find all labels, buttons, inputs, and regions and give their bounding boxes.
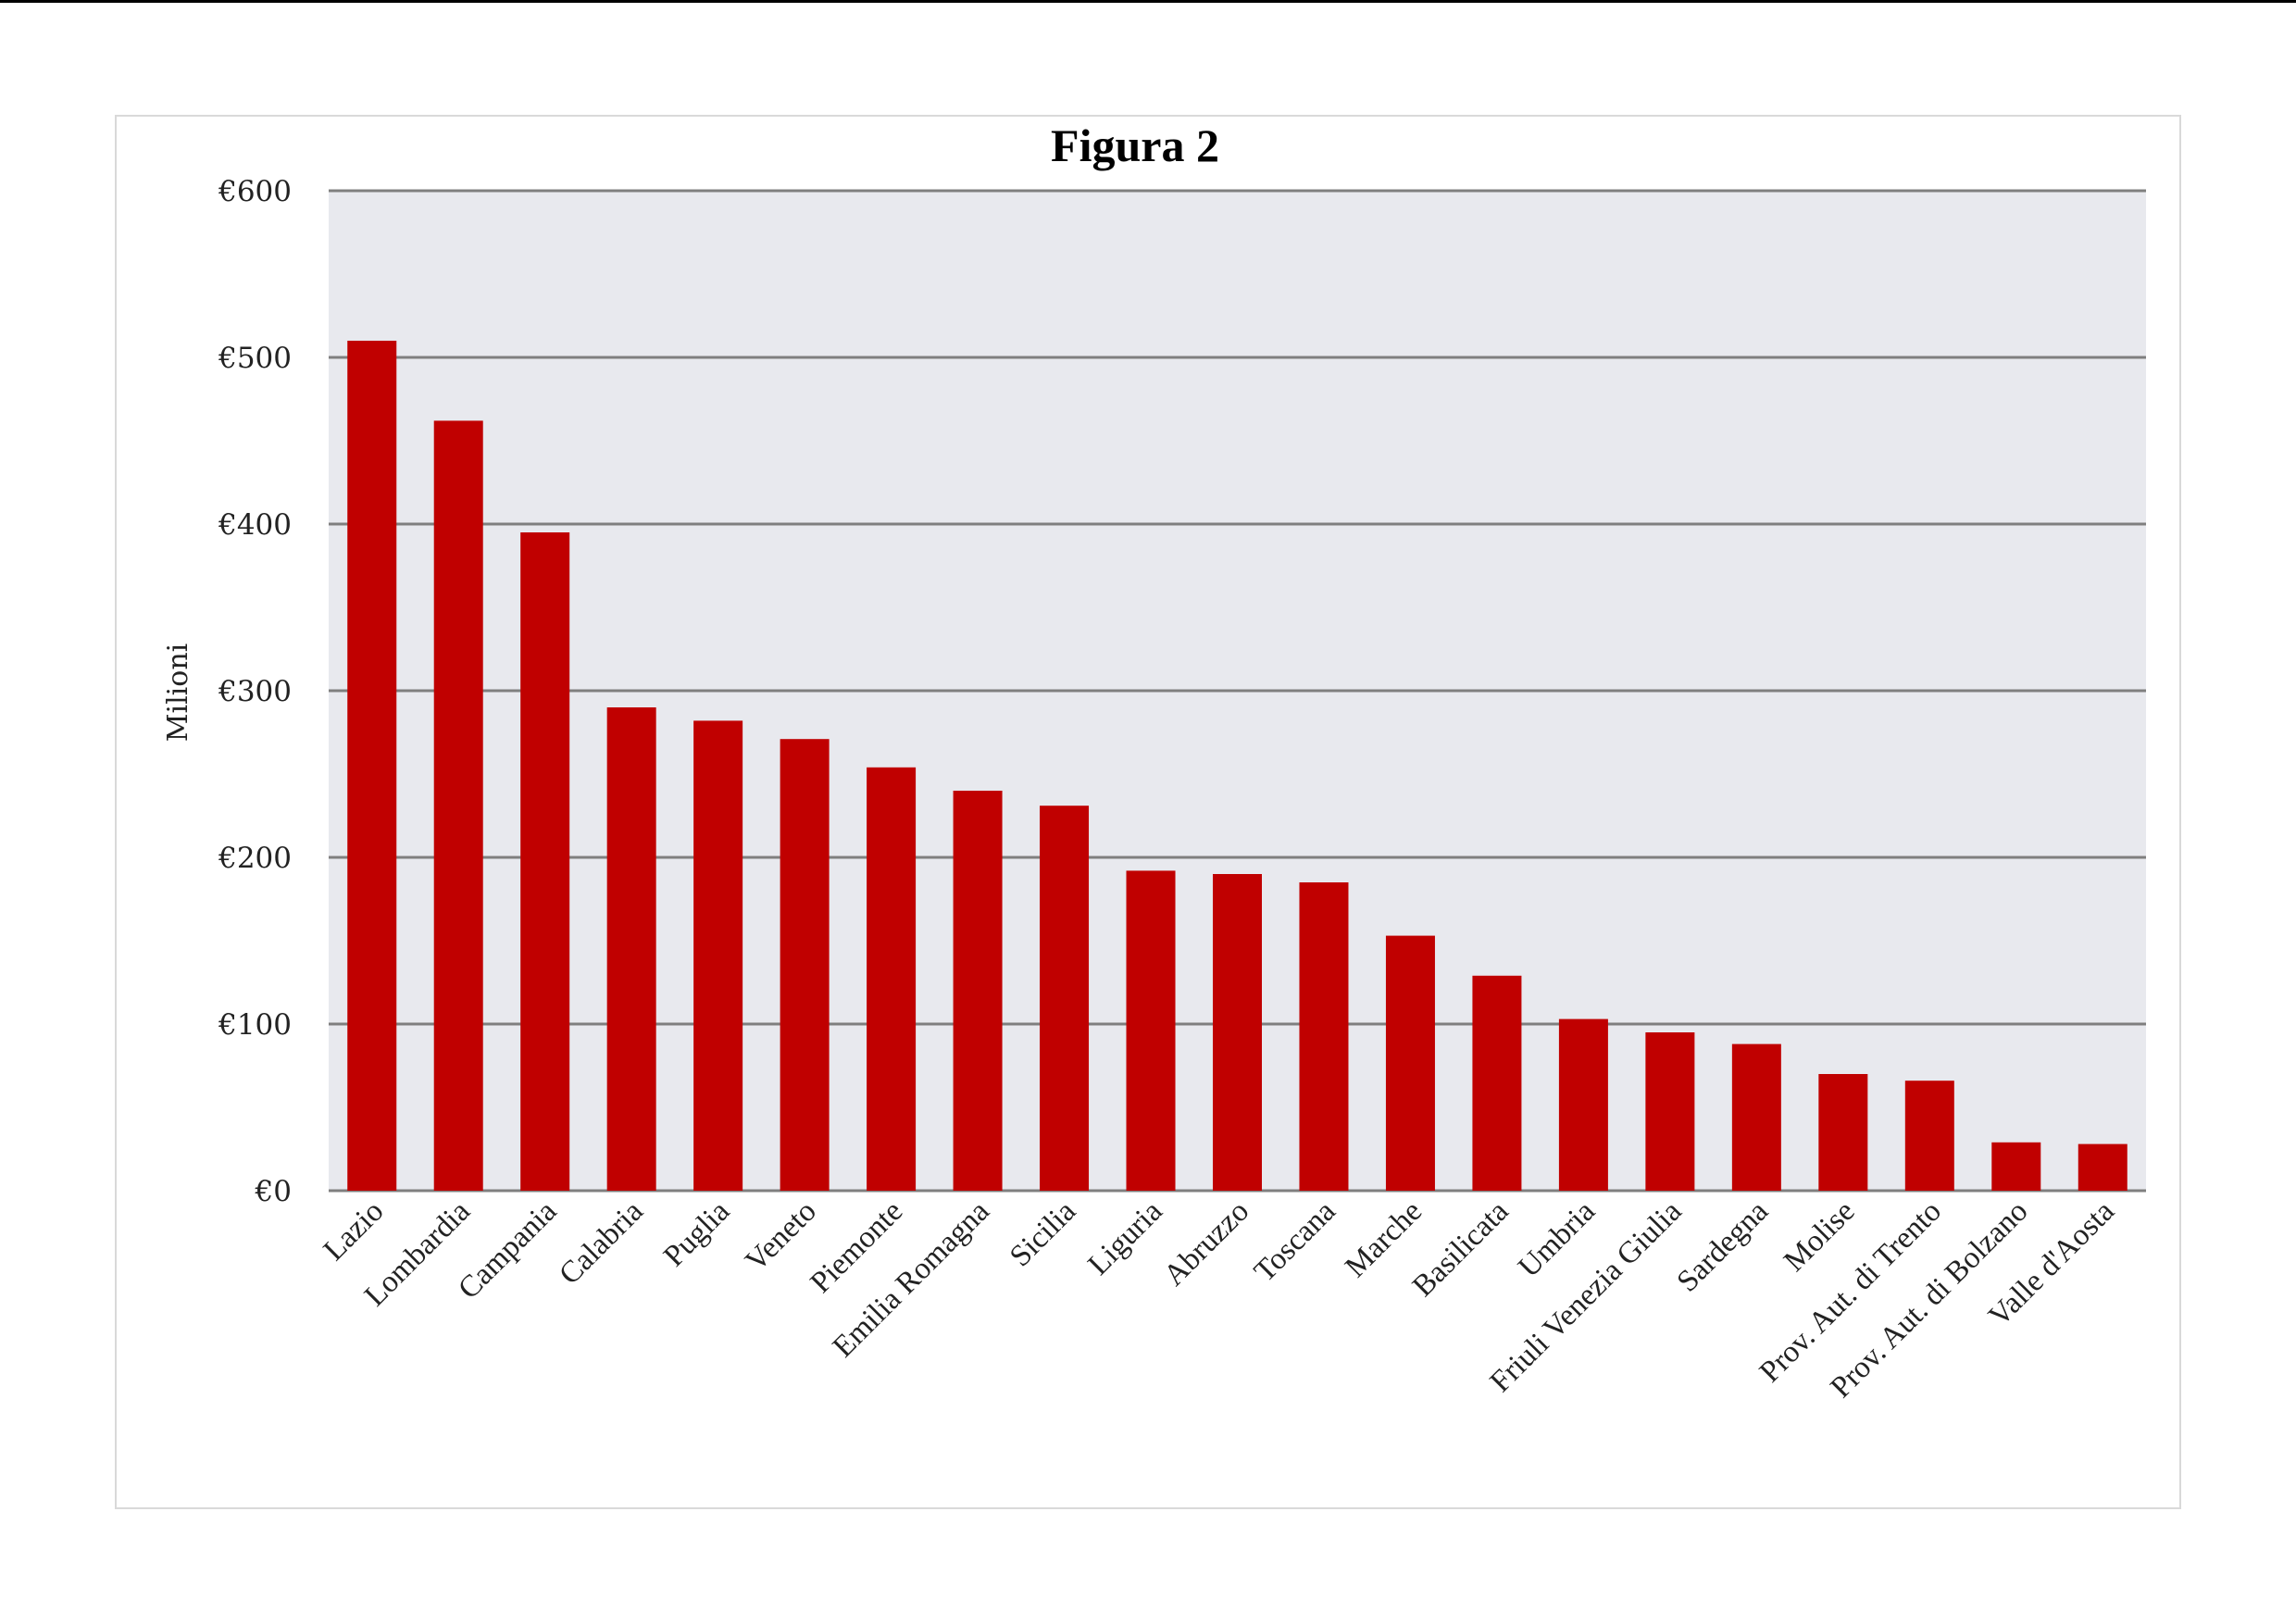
bar-chart: €0 €100 €200 €300 €400 €500 €600 LazioLombardi… (162, 119, 2146, 1405)
y-tick-label: €400 (218, 508, 292, 542)
bar (1040, 806, 1090, 1191)
x-category-label: Emilia Romagna (827, 1194, 996, 1364)
bar (1385, 935, 1435, 1191)
x-category-label: Calabria (553, 1194, 650, 1292)
bar (1213, 874, 1262, 1191)
bar (1126, 870, 1176, 1191)
bar (1731, 1043, 1781, 1191)
bar (693, 720, 743, 1191)
x-category-label: Abruzzo (1157, 1194, 1255, 1293)
y-tick-label: €0 (255, 1175, 292, 1208)
x-category-label: Basilicata (1406, 1194, 1516, 1304)
x-category-label: Sicilia (1004, 1194, 1082, 1273)
y-tick-label: €500 (218, 342, 292, 375)
x-category-label: Sardegna (1671, 1194, 1776, 1299)
x-category-label: Liguria (1082, 1194, 1169, 1281)
bar (1904, 1081, 1954, 1191)
bar (1299, 882, 1349, 1191)
bars (347, 341, 2128, 1191)
y-axis-label: Milioni (162, 643, 194, 742)
bar (1645, 1032, 1695, 1191)
x-category-label: Puglia (657, 1194, 736, 1273)
bar (433, 420, 483, 1191)
bar (1818, 1074, 1868, 1191)
bar (1991, 1142, 2041, 1191)
bar (1472, 975, 1522, 1191)
bar (347, 341, 397, 1191)
y-tick-label: €200 (218, 842, 292, 875)
bar (606, 707, 656, 1191)
y-tick-label: €300 (218, 675, 292, 708)
y-tick-label: €600 (218, 175, 292, 208)
x-category-label: Veneto (740, 1194, 823, 1278)
chart-frame: €0 €100 €200 €300 €400 €500 €600 Lazio Lombardi… (115, 115, 2181, 1509)
x-category-label: Toscana (1248, 1194, 1342, 1289)
x-category-label: Molise (1778, 1194, 1861, 1278)
bar (953, 791, 1003, 1191)
chart-title: Figura 2 (1051, 119, 1219, 171)
bar (780, 739, 830, 1191)
x-category-label: Lazio (318, 1194, 391, 1268)
y-tick-label: €100 (218, 1008, 292, 1042)
bar (1558, 1018, 1608, 1191)
bar (867, 767, 917, 1191)
bar (2078, 1143, 2128, 1191)
page-top-rule (0, 0, 2296, 3)
bar (520, 532, 570, 1191)
y-axis-ticks: €0 €100 €200 €300 €400 €500 €600 (218, 175, 292, 1208)
